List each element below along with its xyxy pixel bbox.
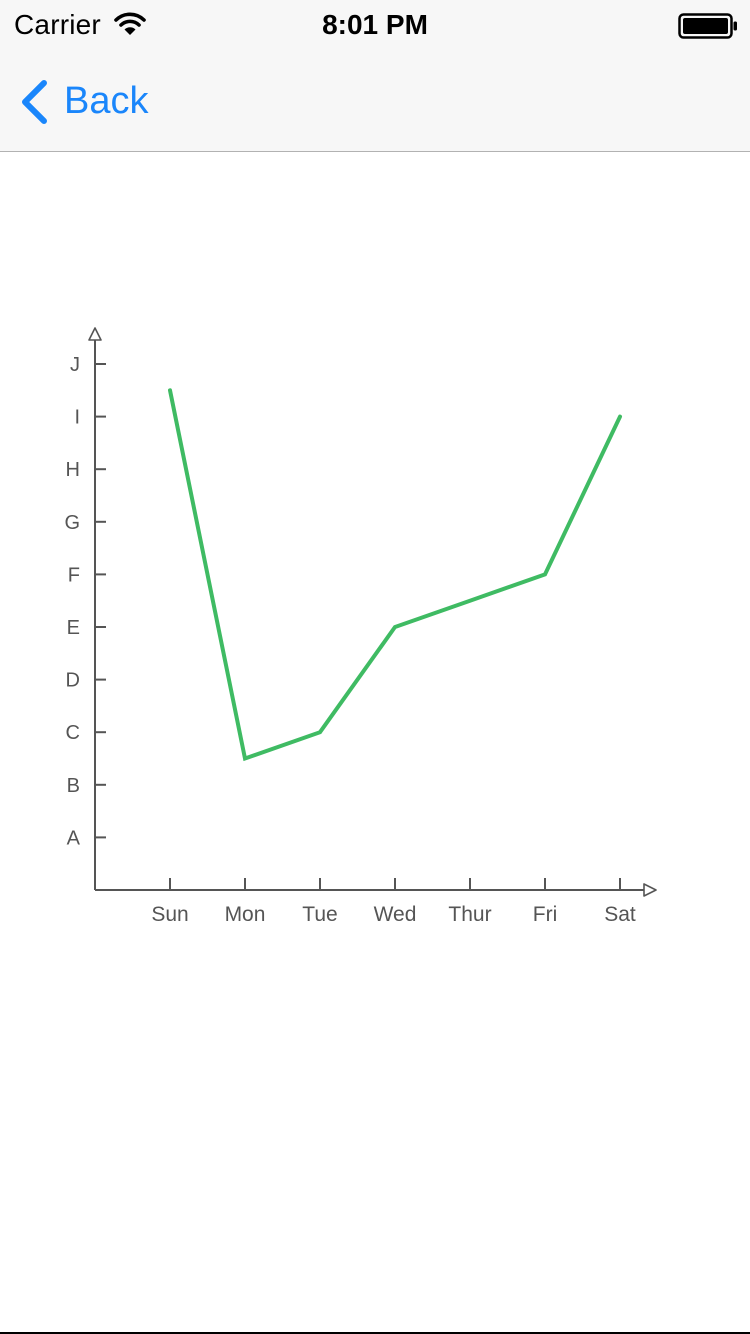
back-button[interactable]: Back: [14, 76, 184, 126]
y-tick-label: H: [66, 459, 80, 481]
y-tick-label: A: [67, 827, 81, 849]
x-tick-label: Thur: [448, 903, 491, 926]
x-tick-label: Wed: [374, 903, 417, 926]
x-tick-label: Mon: [225, 903, 266, 926]
y-tick-label: C: [66, 722, 80, 744]
bottom-divider: [0, 1332, 750, 1334]
status-bar: Carrier 8:01 PM: [0, 0, 750, 50]
x-axis-arrow-icon: [643, 883, 657, 897]
x-tick-label: Sun: [151, 903, 188, 926]
y-tick-label: B: [67, 775, 80, 797]
carrier-label: Carrier: [14, 9, 101, 40]
chevron-left-icon: [22, 80, 47, 124]
status-time: 8:01 PM: [322, 9, 428, 40]
x-tick-label: Sat: [604, 903, 636, 926]
wifi-icon: [114, 12, 146, 35]
y-tick-label: J: [70, 354, 80, 376]
y-tick-label: F: [68, 564, 80, 586]
x-tick-label: Fri: [533, 903, 558, 926]
battery-full-icon: [678, 13, 737, 39]
chart-area: A B C D E F G H I J Sun Mon Tue Wed Thur Fri Sat: [0, 152, 750, 1332]
y-tick-label: G: [64, 512, 80, 534]
y-tick-label: I: [74, 407, 80, 429]
y-axis-arrow-icon: [88, 327, 102, 341]
series-line: [168, 388, 622, 762]
x-tick-label: Tue: [302, 903, 337, 926]
y-tick-label: D: [66, 670, 80, 692]
navigation-bar: Back: [0, 50, 750, 152]
back-label: Back: [64, 80, 149, 122]
line-chart: A B C D E F G H I J Sun Mon Tue Wed Thur Fri Sat: [64, 327, 657, 926]
y-tick-label: E: [67, 617, 80, 639]
